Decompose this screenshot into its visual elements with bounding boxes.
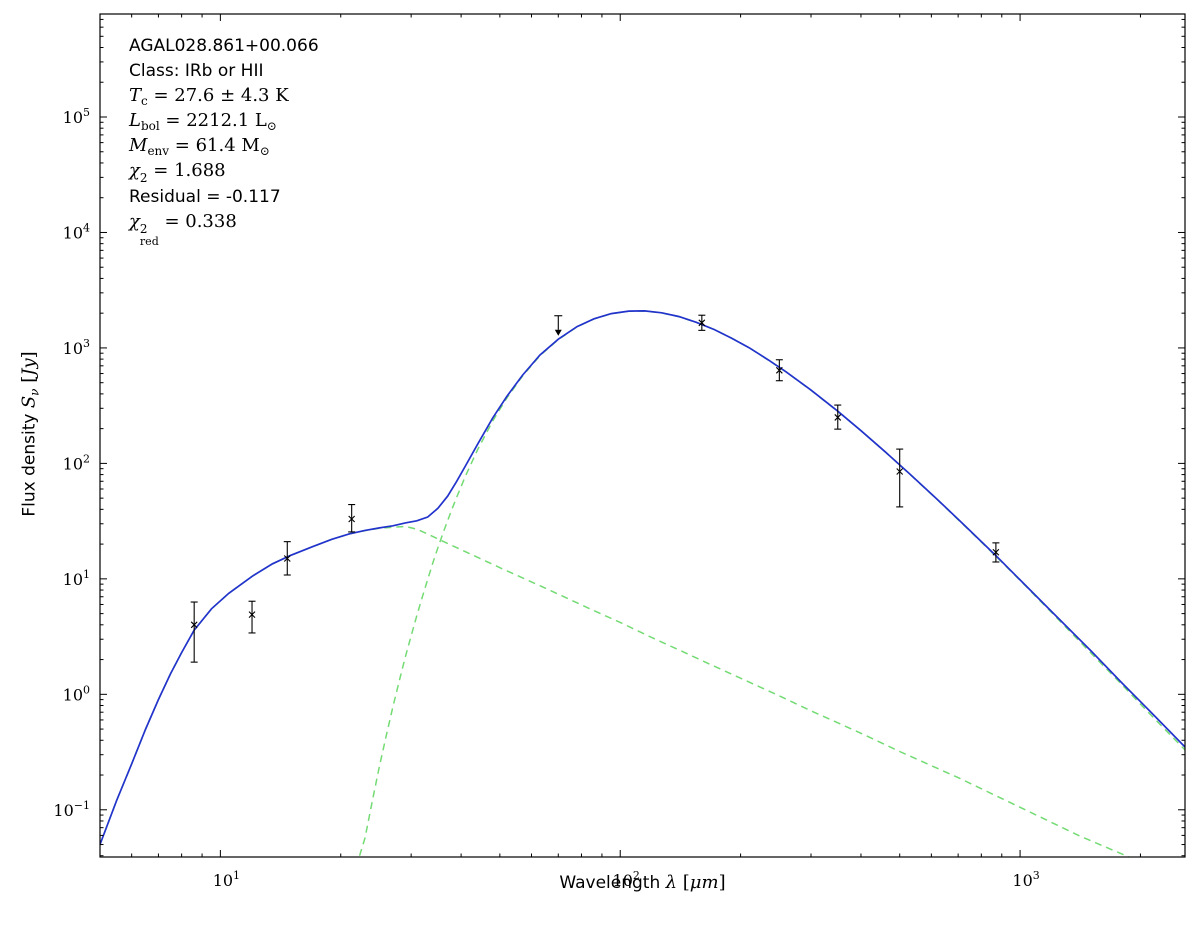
annotation-block: AGAL028.861+00.066 Class: IRb or HII Tc = … [129, 33, 319, 248]
warm-component-curve [100, 525, 1130, 857]
bolometric-luminosity: Lbol = 2212.1 L⊙ [129, 108, 319, 133]
x-tick-label: 102 [613, 869, 640, 890]
x-tick-label: 101 [213, 869, 240, 890]
ticks-layer [100, 14, 1185, 857]
residual: Residual = -0.117 [129, 184, 319, 209]
y-tick-label: 102 [63, 452, 90, 473]
cold-component-curve [358, 310, 1185, 856]
text-segment: = 0.338 [158, 211, 237, 232]
text-segment: env [147, 144, 170, 158]
text-segment: = 27.6 ± 4.3 K [147, 85, 289, 106]
data-point [283, 541, 291, 576]
data-points-layer [190, 314, 1000, 663]
plot-frame [99, 13, 1186, 858]
chi-square-reduced: χ 2 red = 0.338 [129, 209, 319, 248]
y-tick-label: 100 [63, 683, 90, 704]
data-point [775, 359, 783, 382]
text-segment: = 61.4 M [169, 135, 260, 156]
data-point [698, 314, 706, 331]
data-point [248, 600, 256, 634]
y-tick-label: 10−1 [53, 799, 90, 820]
total-model-curve [100, 310, 1185, 845]
data-point [992, 542, 1000, 563]
text-segment: λ [665, 872, 678, 893]
data-point [190, 601, 198, 663]
y-axis-label: Flux density Sν [Jy] [19, 351, 42, 516]
text-segment: bol [140, 119, 160, 133]
text-segment: ν [27, 388, 42, 396]
text-segment: ⊙ [266, 119, 277, 133]
y-tick-label: 105 [63, 106, 90, 127]
tick-labels-layer: 101 102 103 10−1 100 101 102 103 104 105 [53, 106, 1039, 890]
text-segment: T [129, 85, 142, 106]
text-segment: Jy [18, 358, 40, 376]
text-segment: χ [129, 160, 140, 181]
text-segment: ] [718, 872, 726, 893]
text-segment: c [141, 94, 148, 108]
text-segment: M [129, 135, 148, 156]
dust-temperature: Tc = 27.6 ± 4.3 K [129, 83, 319, 108]
text-segment: μm [689, 872, 719, 893]
y-tick-label: 104 [63, 221, 90, 242]
text-segment: L [129, 110, 141, 131]
x-axis-label: Wavelength λ [μm] [100, 872, 1185, 893]
text-segment: Residual = -0.117 [129, 187, 281, 207]
text-segment: ] [18, 351, 40, 359]
text-segment: AGAL028.861+00.066 [129, 36, 319, 56]
text-segment: Flux density [19, 408, 40, 517]
text-segment: [ [677, 872, 690, 893]
supsub: 2 red [139, 222, 159, 248]
text-segment: S [18, 395, 40, 409]
text-segment: = 2212.1 L [159, 110, 267, 131]
text-segment: Wavelength [559, 873, 666, 893]
x-tick-label: 103 [1012, 869, 1039, 890]
supsub: 2 [139, 171, 148, 185]
text-segment: Class: IRb or HII [129, 61, 264, 81]
upper-limit-marker [554, 315, 563, 336]
source-class: Class: IRb or HII [129, 58, 319, 83]
text-segment: ⊙ [259, 144, 270, 158]
data-point [348, 504, 356, 533]
source-name: AGAL028.861+00.066 [129, 33, 319, 58]
data-point [834, 404, 842, 430]
envelope-mass: Menv = 61.4 M⊙ [129, 133, 319, 158]
y-tick-label: 101 [63, 568, 90, 589]
data-point [896, 448, 904, 508]
y-tick-label: 103 [63, 337, 90, 358]
text-segment: [ [18, 375, 40, 389]
curves-layer [100, 310, 1185, 857]
text-segment: = 1.688 [147, 160, 226, 181]
text-segment: χ [129, 211, 140, 232]
